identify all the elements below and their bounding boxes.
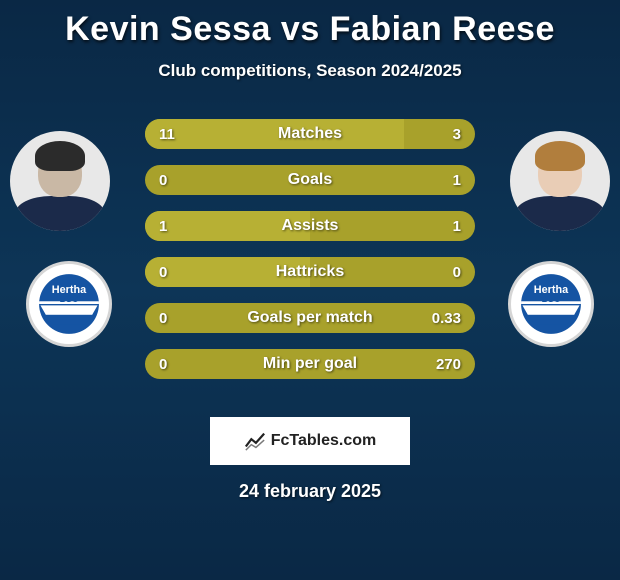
watermark-text: FcTables.com <box>271 432 377 450</box>
stat-row: 0Min per goal270 <box>145 349 475 379</box>
stat-value-left: 0 <box>159 303 167 333</box>
stat-row: 0Hattricks0 <box>145 257 475 287</box>
stat-row: 11Matches3 <box>145 119 475 149</box>
stat-value-left: 0 <box>159 349 167 379</box>
date-label: 24 february 2025 <box>10 481 610 502</box>
stat-row: 0Goals per match0.33 <box>145 303 475 333</box>
page-title: Kevin Sessa vs Fabian Reese <box>10 10 610 49</box>
stat-value-left: 0 <box>159 165 167 195</box>
stat-label: Goals <box>145 165 475 195</box>
stat-value-right: 0 <box>453 257 461 287</box>
stat-value-right: 3 <box>453 119 461 149</box>
comparison-card: Kevin Sessa vs Fabian Reese Club competi… <box>0 0 620 502</box>
stats-area: Hertha BSC Hertha BSC 11Matches30Go <box>10 119 610 399</box>
stat-value-right: 270 <box>436 349 461 379</box>
club-badge-icon: Hertha BSC <box>517 270 585 338</box>
watermark: FcTables.com <box>210 417 410 465</box>
stat-label: Min per goal <box>145 349 475 379</box>
subtitle: Club competitions, Season 2024/2025 <box>10 61 610 81</box>
player-silhouette-icon <box>510 131 610 231</box>
stat-value-right: 0.33 <box>432 303 461 333</box>
stat-fill <box>145 211 310 241</box>
stat-value-right: 1 <box>453 165 461 195</box>
club-badge-icon: Hertha BSC <box>35 270 103 338</box>
svg-text:BSC: BSC <box>60 294 79 304</box>
club-right-badge: Hertha BSC <box>508 261 594 347</box>
stat-fill <box>145 119 404 149</box>
player-left-avatar <box>10 131 110 231</box>
club-left-badge: Hertha BSC <box>26 261 112 347</box>
player-silhouette-icon <box>10 131 110 231</box>
stat-row: 0Goals1 <box>145 165 475 195</box>
stat-rows: 11Matches30Goals11Assists10Hattricks00Go… <box>145 119 475 395</box>
player-right-avatar <box>510 131 610 231</box>
chart-icon <box>244 430 266 452</box>
stat-row: 1Assists1 <box>145 211 475 241</box>
stat-fill <box>145 257 310 287</box>
stat-label: Goals per match <box>145 303 475 333</box>
stat-value-right: 1 <box>453 211 461 241</box>
svg-text:BSC: BSC <box>542 294 561 304</box>
